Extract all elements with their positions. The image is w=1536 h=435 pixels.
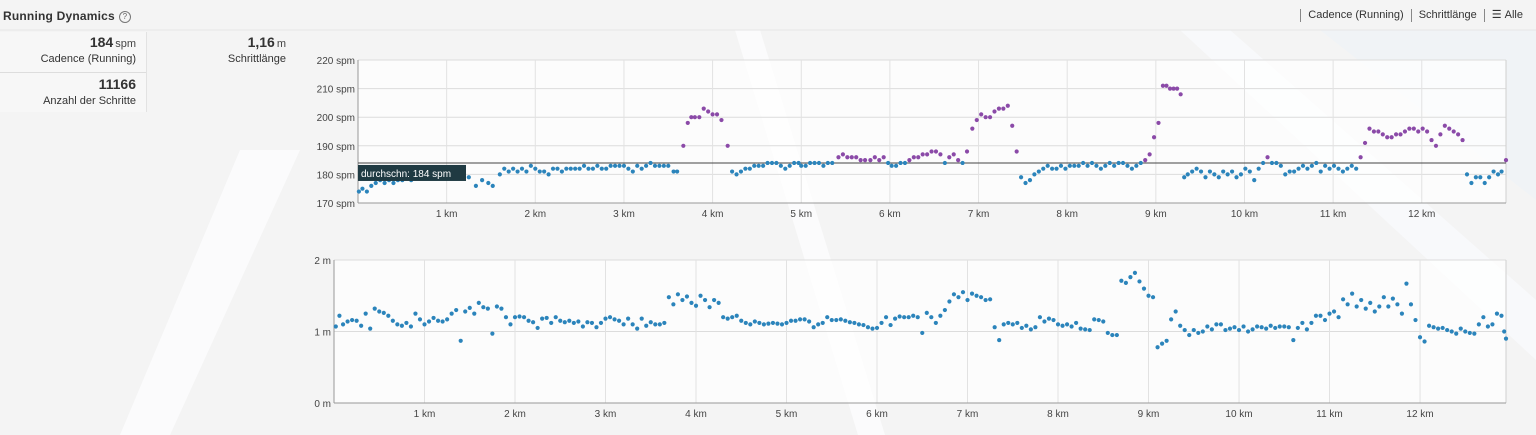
help-icon[interactable]: ?: [118, 11, 131, 23]
toggle-all[interactable]: ☰ Alle: [1483, 9, 1530, 22]
steps-label: Anzahl der Schritte: [43, 95, 136, 107]
stride-label: Schrittlänge: [227, 53, 286, 65]
cadence-value: 184: [89, 34, 114, 50]
steps-value: 11166: [98, 76, 136, 92]
title-text: Running Dynamics: [3, 9, 115, 23]
toggle-cadence[interactable]: Cadence (Running): [1300, 9, 1410, 22]
stats-divider: [0, 72, 146, 73]
cadence-unit: spm: [115, 38, 136, 50]
stat-cadence: 184 spm Cadence (Running): [0, 34, 136, 65]
toggle-all-label: Alle: [1504, 9, 1523, 21]
cadence-label: Cadence (Running): [40, 53, 136, 65]
section-header: Running Dynamics? Cadence (Running) Schr…: [0, 0, 1536, 30]
stride-unit: m: [276, 38, 286, 50]
series-toggles: Cadence (Running) Schrittlänge ☰ Alle: [1300, 9, 1530, 22]
stride-value: 1,16: [247, 34, 275, 50]
stat-steps: 11166 Anzahl der Schritte: [0, 76, 136, 107]
toggle-stride[interactable]: Schrittlänge: [1410, 9, 1484, 22]
hamburger-icon: ☰: [1491, 9, 1502, 21]
stat-stride: 1,16 m Schrittlänge: [150, 34, 286, 65]
section-title: Running Dynamics?: [3, 9, 131, 23]
